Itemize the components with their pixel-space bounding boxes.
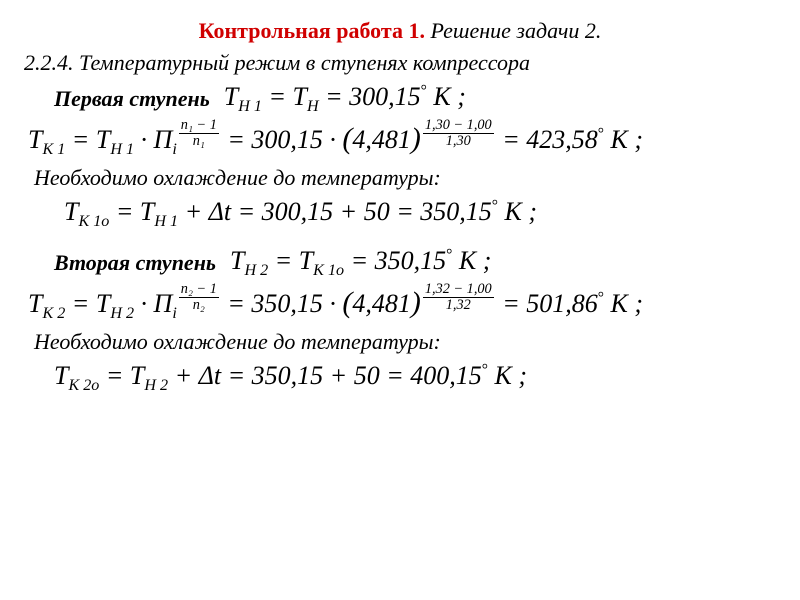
stage2-label: Вторая ступень — [54, 250, 216, 276]
eq-text: + Δt = 300,15 + 50 = 350,15 — [185, 197, 492, 226]
frac-den: n₂ — [179, 298, 219, 313]
eq-text: + Δt = 350,15 + 50 = 400,15 — [175, 361, 482, 390]
eq-text: = T — [106, 361, 145, 390]
frac-den: 1,30 — [423, 134, 494, 149]
eq-text: T — [224, 82, 238, 111]
frac-num: 1,32 − 1,00 — [423, 282, 494, 298]
eq-exponent-frac: 1,32 − 1,001,32 — [423, 282, 494, 313]
section-heading: 2.2.4. Температурный режим в ступенях ко… — [24, 50, 776, 76]
paren-close-icon: ) — [411, 122, 421, 155]
eq-sub: H — [307, 98, 319, 115]
stage1-row-a: Первая ступень TH 1 = TH = 300,15° K ; — [24, 82, 776, 116]
eq-text: = T — [72, 125, 111, 154]
eq-text: = 300,15 · — [227, 125, 342, 154]
eq-text: = T — [268, 82, 307, 111]
eq-text: K ; — [498, 197, 537, 226]
eq-text: K ; — [488, 361, 527, 390]
page-title: Контрольная работа 1. Решение задачи 2. — [24, 18, 776, 44]
eq-text: = T — [275, 246, 314, 275]
eq-sub: K 1о — [313, 262, 344, 279]
stage2-eq-a: TH 2 = TK 1о = 350,15° K ; — [230, 246, 491, 280]
eq-text: T — [54, 361, 68, 390]
eq-text: · П — [141, 125, 173, 154]
eq-text: = 300,15 — [325, 82, 421, 111]
eq-sub: K 2о — [68, 377, 99, 394]
eq-sub: H 2 — [244, 262, 268, 279]
eq-text: 4,481 — [352, 125, 411, 154]
frac-den: 1,32 — [423, 298, 494, 313]
frac-den: n₁ — [179, 134, 219, 149]
eq-text: T — [28, 289, 42, 318]
eq-sub: i — [172, 141, 176, 158]
stage1-eq-b: TK 1 = TH 1 · Пin₁ − 1n₁ = 300,15 · (4,4… — [28, 122, 776, 159]
frac-num: 1,30 − 1,00 — [423, 118, 494, 134]
eq-text: = T — [116, 197, 155, 226]
eq-text: = 501,86 — [502, 289, 598, 318]
eq-text: K ; — [604, 125, 643, 154]
eq-text: T — [64, 197, 78, 226]
eq-sub: H 2 — [110, 305, 134, 322]
eq-exponent-frac: n₁ − 1n₁ — [179, 118, 219, 149]
eq-text: = 350,15 · — [227, 289, 342, 318]
stage2-note: Необходимо охлаждение до температуры: — [34, 329, 776, 355]
eq-sub: H 2 — [144, 377, 168, 394]
stage1-eq-c: TK 1о = TH 1 + Δt = 300,15 + 50 = 350,15… — [64, 197, 776, 231]
paren-open-icon: ( — [342, 122, 352, 155]
frac-num: n₂ − 1 — [179, 282, 219, 298]
eq-text: T — [230, 246, 244, 275]
stage1-label: Первая ступень — [54, 86, 210, 112]
eq-sub: K 1о — [78, 214, 109, 231]
eq-exponent-frac: 1,30 − 1,001,30 — [423, 118, 494, 149]
eq-text: = T — [72, 289, 111, 318]
eq-sub: H 1 — [238, 98, 262, 115]
title-rest: Решение задачи 2. — [430, 18, 601, 43]
eq-sub: K 1 — [42, 141, 65, 158]
eq-exponent-frac: n₂ − 1n₂ — [179, 282, 219, 313]
eq-text: = 423,58 — [502, 125, 598, 154]
eq-text: · П — [141, 289, 173, 318]
eq-sub: H 1 — [110, 141, 134, 158]
eq-sub: K 2 — [42, 305, 65, 322]
title-red: Контрольная работа 1. — [199, 18, 425, 43]
eq-sub: i — [172, 305, 176, 322]
paren-open-icon: ( — [342, 286, 352, 319]
eq-text: K ; — [427, 82, 466, 111]
eq-sub: H 1 — [154, 214, 178, 231]
stage2-eq-c: TK 2о = TH 2 + Δt = 350,15 + 50 = 400,15… — [54, 361, 776, 395]
eq-text: 4,481 — [352, 289, 411, 318]
eq-text: K ; — [604, 289, 643, 318]
eq-text: = 350,15 — [351, 246, 447, 275]
stage1-eq-a: TH 1 = TH = 300,15° K ; — [224, 82, 466, 116]
eq-text: K ; — [452, 246, 491, 275]
stage2-row-a: Вторая ступень TH 2 = TK 1о = 350,15° K … — [24, 246, 776, 280]
paren-close-icon: ) — [411, 286, 421, 319]
eq-text: T — [28, 125, 42, 154]
stage2-eq-b: TK 2 = TH 2 · Пin₂ − 1n₂ = 350,15 · (4,4… — [28, 286, 776, 323]
frac-num: n₁ − 1 — [179, 118, 219, 134]
stage1-note: Необходимо охлаждение до температуры: — [34, 165, 776, 191]
